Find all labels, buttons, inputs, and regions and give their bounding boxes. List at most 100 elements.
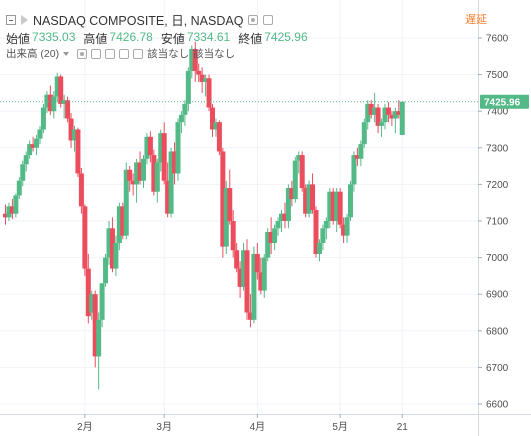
candle[interactable]	[158, 129, 164, 172]
candle[interactable]	[261, 253, 267, 298]
candle[interactable]	[210, 103, 215, 137]
candle[interactable]	[275, 217, 281, 236]
candle[interactable]	[279, 210, 284, 232]
candle[interactable]	[65, 96, 71, 123]
candle[interactable]	[130, 173, 136, 196]
candle[interactable]	[144, 133, 150, 165]
candle[interactable]	[44, 91, 50, 114]
candle[interactable]	[389, 111, 395, 126]
candle[interactable]	[234, 242, 240, 273]
candle[interactable]	[282, 202, 288, 229]
candle[interactable]	[168, 147, 174, 218]
candle[interactable]	[106, 221, 112, 265]
candle[interactable]	[303, 184, 309, 218]
candle[interactable]	[313, 206, 319, 258]
candle[interactable]	[292, 156, 298, 203]
candle[interactable]	[396, 100, 402, 119]
collapse-icon[interactable]	[6, 14, 16, 25]
candle[interactable]	[20, 160, 26, 187]
candle[interactable]	[99, 283, 105, 328]
candle[interactable]	[230, 210, 236, 258]
candle[interactable]	[354, 147, 360, 167]
candle[interactable]	[385, 102, 391, 123]
candle[interactable]	[254, 242, 260, 280]
candle[interactable]	[82, 204, 88, 276]
candle[interactable]	[330, 188, 336, 225]
candle[interactable]	[268, 217, 274, 254]
candle[interactable]	[251, 246, 257, 324]
candle[interactable]	[120, 202, 126, 240]
candle[interactable]	[175, 118, 181, 181]
candle[interactable]	[92, 290, 98, 368]
candle[interactable]	[220, 147, 226, 258]
candle[interactable]	[199, 67, 205, 93]
candle[interactable]	[13, 193, 19, 218]
flag-icon[interactable]	[21, 14, 28, 25]
candle[interactable]	[30, 136, 36, 152]
candle[interactable]	[6, 202, 12, 221]
close-icon[interactable]	[133, 48, 144, 59]
candle[interactable]	[113, 235, 119, 276]
candle[interactable]	[109, 217, 115, 273]
candle[interactable]	[185, 67, 191, 112]
candle[interactable]	[258, 257, 264, 295]
candle[interactable]	[299, 151, 305, 192]
candle[interactable]	[206, 74, 212, 112]
candle[interactable]	[40, 103, 46, 134]
candle[interactable]	[375, 103, 381, 134]
candle[interactable]	[151, 149, 157, 196]
candle[interactable]	[272, 224, 278, 251]
candle[interactable]	[196, 63, 202, 82]
candle[interactable]	[323, 217, 329, 240]
candle[interactable]	[241, 242, 247, 291]
candle[interactable]	[306, 180, 312, 218]
candle[interactable]	[296, 151, 302, 174]
visibility-icon[interactable]	[77, 48, 88, 59]
candle[interactable]	[78, 167, 84, 214]
time-axis[interactable]: 2月 3月 4月 5月 21	[77, 414, 408, 433]
candle[interactable]	[189, 45, 195, 79]
candle[interactable]	[116, 202, 122, 251]
candle[interactable]	[54, 72, 60, 103]
candle[interactable]	[72, 125, 77, 152]
price-axis[interactable]: 6600 6700 6800 6900 7000 7100 7200 7300 7400 7500…	[478, 34, 509, 411]
candle[interactable]	[123, 162, 129, 240]
candle[interactable]	[141, 155, 146, 189]
candle[interactable]	[265, 228, 271, 262]
candle[interactable]	[392, 107, 398, 134]
candle[interactable]	[96, 312, 102, 390]
candle[interactable]	[147, 131, 153, 163]
candle[interactable]	[365, 100, 371, 130]
candle[interactable]	[320, 224, 326, 251]
candle[interactable]	[327, 188, 333, 229]
candle[interactable]	[103, 253, 109, 287]
candle[interactable]	[399, 101, 405, 136]
candle[interactable]	[285, 184, 291, 229]
candle[interactable]	[16, 177, 22, 200]
candle[interactable]	[289, 180, 295, 207]
candle[interactable]	[47, 85, 53, 115]
candle[interactable]	[51, 91, 57, 119]
candle[interactable]	[216, 120, 222, 156]
volume-indicator-name[interactable]: 出来高 (20)	[6, 48, 60, 60]
candle[interactable]	[351, 151, 357, 192]
candle[interactable]	[213, 118, 219, 137]
candle[interactable]	[182, 100, 188, 126]
candle[interactable]	[75, 127, 81, 178]
candle[interactable]	[344, 213, 350, 243]
candle[interactable]	[27, 140, 33, 159]
candle[interactable]	[361, 118, 367, 148]
more-icon[interactable]	[119, 48, 130, 59]
candle[interactable]	[379, 118, 385, 137]
candle[interactable]	[178, 111, 184, 134]
candle[interactable]	[358, 140, 364, 167]
candle[interactable]	[372, 92, 378, 123]
candle[interactable]	[247, 294, 253, 328]
candle[interactable]	[89, 290, 95, 320]
candle[interactable]	[382, 103, 388, 130]
candle[interactable]	[134, 158, 140, 203]
candle[interactable]	[137, 151, 143, 185]
candle[interactable]	[223, 180, 229, 254]
candle[interactable]	[127, 166, 133, 192]
